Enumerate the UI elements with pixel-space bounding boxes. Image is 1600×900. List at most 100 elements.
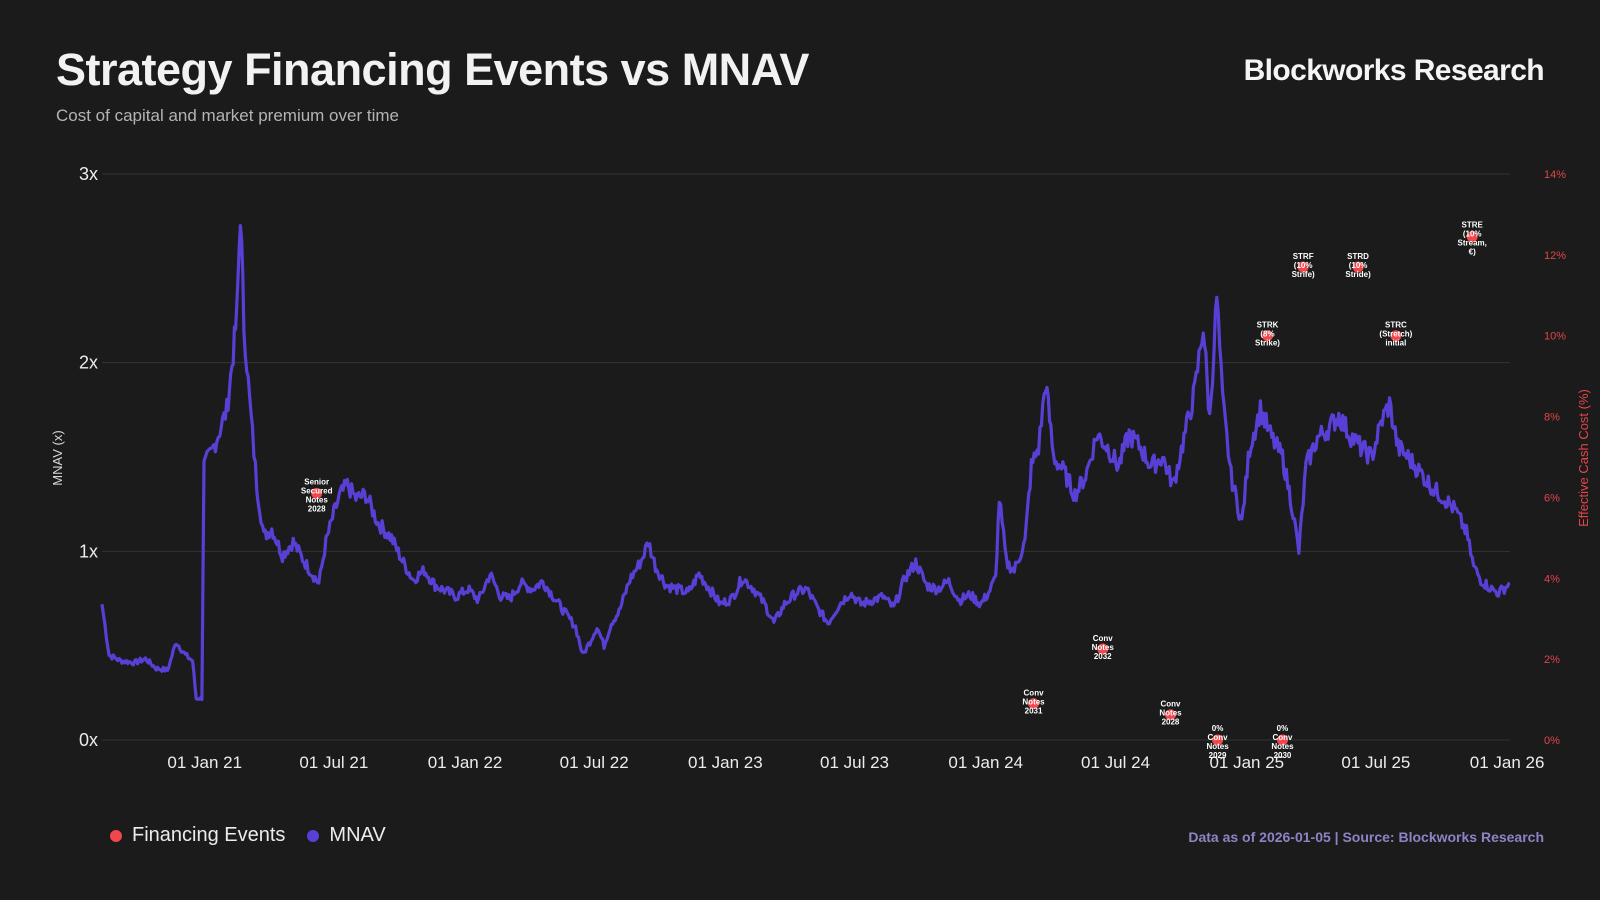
event-label: Notes [1271,742,1294,751]
legend: Financing Events MNAV [110,824,386,847]
event-label: 2029 [1209,751,1227,760]
event-label: Conv [1272,733,1293,742]
grid-lines [102,173,1510,741]
y2-tick-label: 8% [1544,412,1560,424]
event-label: €) [1469,248,1476,257]
y2-tick-label: 12% [1544,250,1566,262]
chart-subtitle: Cost of capital and market premium over … [56,106,399,125]
event-marker [1097,643,1109,655]
chart-title: Strategy Financing Events vs MNAV [56,44,809,95]
legend-label-mnav: MNAV [329,824,386,846]
legend-marker-mnav [307,829,320,842]
event-label: Strife) [1292,270,1315,279]
event-label: 2030 [1274,751,1292,760]
x-tick-label: 01 Jan 22 [428,753,503,772]
x-tick-label: 01 Jul 25 [1341,753,1410,772]
event-label: (10% [1294,261,1313,270]
legend-item-financing-events[interactable]: Financing Events [110,824,285,847]
event-label: Stride) [1345,270,1371,279]
event-label: (10% [1463,230,1482,239]
y-tick-label: 3x [79,164,98,184]
y2-tick-label: 14% [1544,169,1566,181]
event-label: Notes [1092,643,1115,652]
event-marker [1212,734,1224,746]
y2-tick-label: 10% [1544,331,1566,343]
legend-marker-financing-events [110,829,122,842]
event-label: Senior [304,477,329,486]
event-label: Conv [1208,733,1229,742]
event-label: STRC [1385,321,1407,330]
brand-logo: Blockworks Research [1243,54,1545,87]
financing-events: SeniorSecuredNotes2028ConvNotes2031ConvN… [301,221,1487,760]
x-tick-label: 01 Jul 22 [560,753,629,772]
x-tick-label: 01 Jan 23 [688,753,763,772]
legend-label-financing-events: Financing Events [132,824,286,846]
x-axis-ticks: 01 Jan 21 01 Jul 21 01 Jan 22 01 Jul 22 01 J… [167,753,1544,772]
x-tick-label: 01 Jan 24 [948,753,1023,772]
event-label: 0% [1277,724,1289,733]
y-tick-label: 0x [79,730,98,750]
event-label: initial [1385,339,1406,348]
right-axis-ticks: 0% 2% 4% 6% 8% 10% 12% 14% [1544,169,1566,747]
left-axis-ticks: 0x 1x 2x 3x [79,164,98,750]
event-marker [1466,231,1478,243]
y2-tick-label: 4% [1544,573,1560,585]
legend-item-mnav[interactable]: MNAV [307,824,386,847]
financing-event[interactable]: STRE(10%Stream,€) [1458,221,1487,257]
y2-tick-label: 6% [1544,492,1560,504]
event-label: (8% [1260,330,1274,339]
source-note: Data as of 2026-01-05 | Source: Blockwor… [1188,829,1544,845]
event-label: Stream, [1458,239,1487,248]
event-label: 2028 [1162,718,1180,727]
event-marker [1164,709,1176,721]
financing-event[interactable]: STRF(10%Strife) [1292,252,1315,279]
event-label: Secured [301,486,333,495]
event-marker [1028,698,1040,710]
event-marker [1276,734,1288,746]
event-label: 2032 [1094,652,1112,661]
x-tick-label: 01 Jan 26 [1470,753,1545,772]
event-label: Notes [1159,709,1182,718]
y-tick-label: 1x [79,541,98,561]
event-marker [1352,261,1364,273]
x-tick-label: 01 Jan 21 [167,753,242,772]
event-label: Conv [1024,689,1045,698]
event-label: Strike) [1255,339,1280,348]
event-label: (Stretch) [1379,330,1412,339]
x-tick-label: 01 Jan 25 [1209,753,1284,772]
event-label: 2031 [1025,707,1043,716]
event-label: Conv [1160,700,1181,709]
event-marker [1297,261,1309,273]
event-label: STRD [1347,252,1369,261]
event-label: Notes [306,495,329,504]
y-axis-label: MNAV (x) [50,430,65,485]
event-marker [311,487,323,499]
financing-event[interactable]: STRK(8%Strike) [1255,321,1280,348]
x-tick-label: 01 Jul 24 [1081,753,1150,772]
event-label: (10% [1349,261,1368,270]
event-label: STRF [1293,252,1314,261]
event-marker [1390,330,1402,342]
event-marker [1261,330,1273,342]
event-label: 2028 [308,504,326,513]
y2-tick-label: 2% [1544,654,1560,666]
y-tick-label: 2x [79,353,98,373]
mnav-series-line [100,224,1511,702]
financing-event[interactable]: STRD(10%Stride) [1345,252,1371,279]
event-label: STRE [1462,221,1484,230]
y2-axis-label: Effective Cash Cost (%) [1576,389,1591,527]
x-tick-label: 01 Jul 23 [820,753,889,772]
y2-tick-label: 0% [1544,735,1560,747]
event-label: 0% [1212,724,1224,733]
event-label: STRK [1257,321,1279,330]
x-tick-label: 01 Jul 21 [299,753,368,772]
financing-event[interactable]: STRC(Stretch)initial [1379,321,1412,348]
event-label: Notes [1206,742,1229,751]
